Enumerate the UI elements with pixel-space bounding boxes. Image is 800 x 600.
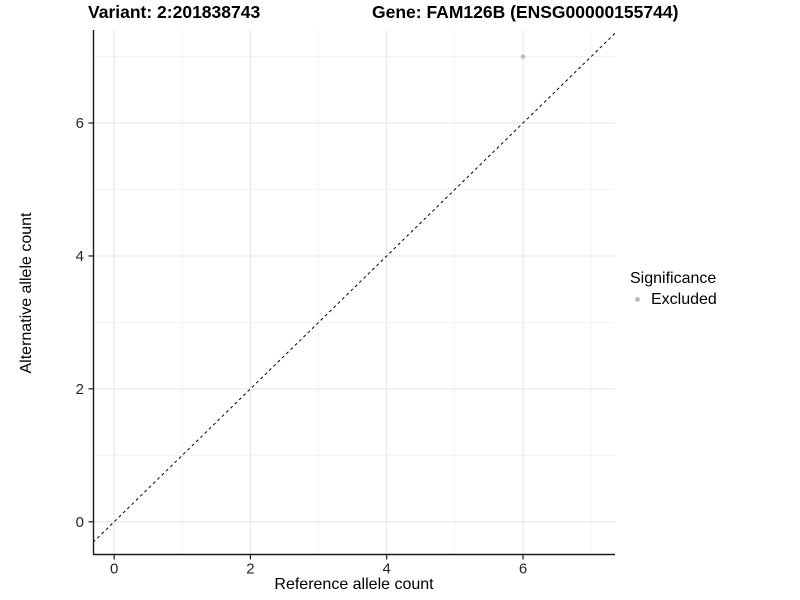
y-axis-title: Alternative allele count <box>18 212 35 374</box>
legend-title: Significance <box>630 270 717 287</box>
y-tick-label: 6 <box>76 115 84 132</box>
gene-title: Gene: FAM126B (ENSG00000155744) <box>372 2 679 22</box>
x-tick-label: 4 <box>383 561 391 578</box>
plot-panel: 0 2 4 6 0 2 4 6 <box>76 30 616 578</box>
y-tick-label: 4 <box>76 248 84 265</box>
legend: Significance Excluded <box>630 270 717 309</box>
identity-dashed-line <box>92 32 616 543</box>
excluded-point-swatch-icon <box>635 297 640 302</box>
plot-canvas: 0 2 4 6 0 2 4 6 <box>76 30 616 578</box>
x-axis-title: Reference allele count <box>274 576 434 593</box>
x-tick-label: 0 <box>110 561 118 578</box>
variant-title: Variant: 2:201838743 <box>88 2 261 22</box>
data-point <box>520 54 526 59</box>
y-tick-label: 2 <box>76 381 84 398</box>
x-tick-label: 2 <box>246 561 254 578</box>
legend-item-label: Excluded <box>651 291 717 308</box>
y-tick-label: 0 <box>76 514 84 531</box>
x-tick-label: 6 <box>519 561 527 578</box>
legend-item-excluded: Excluded <box>630 291 717 309</box>
